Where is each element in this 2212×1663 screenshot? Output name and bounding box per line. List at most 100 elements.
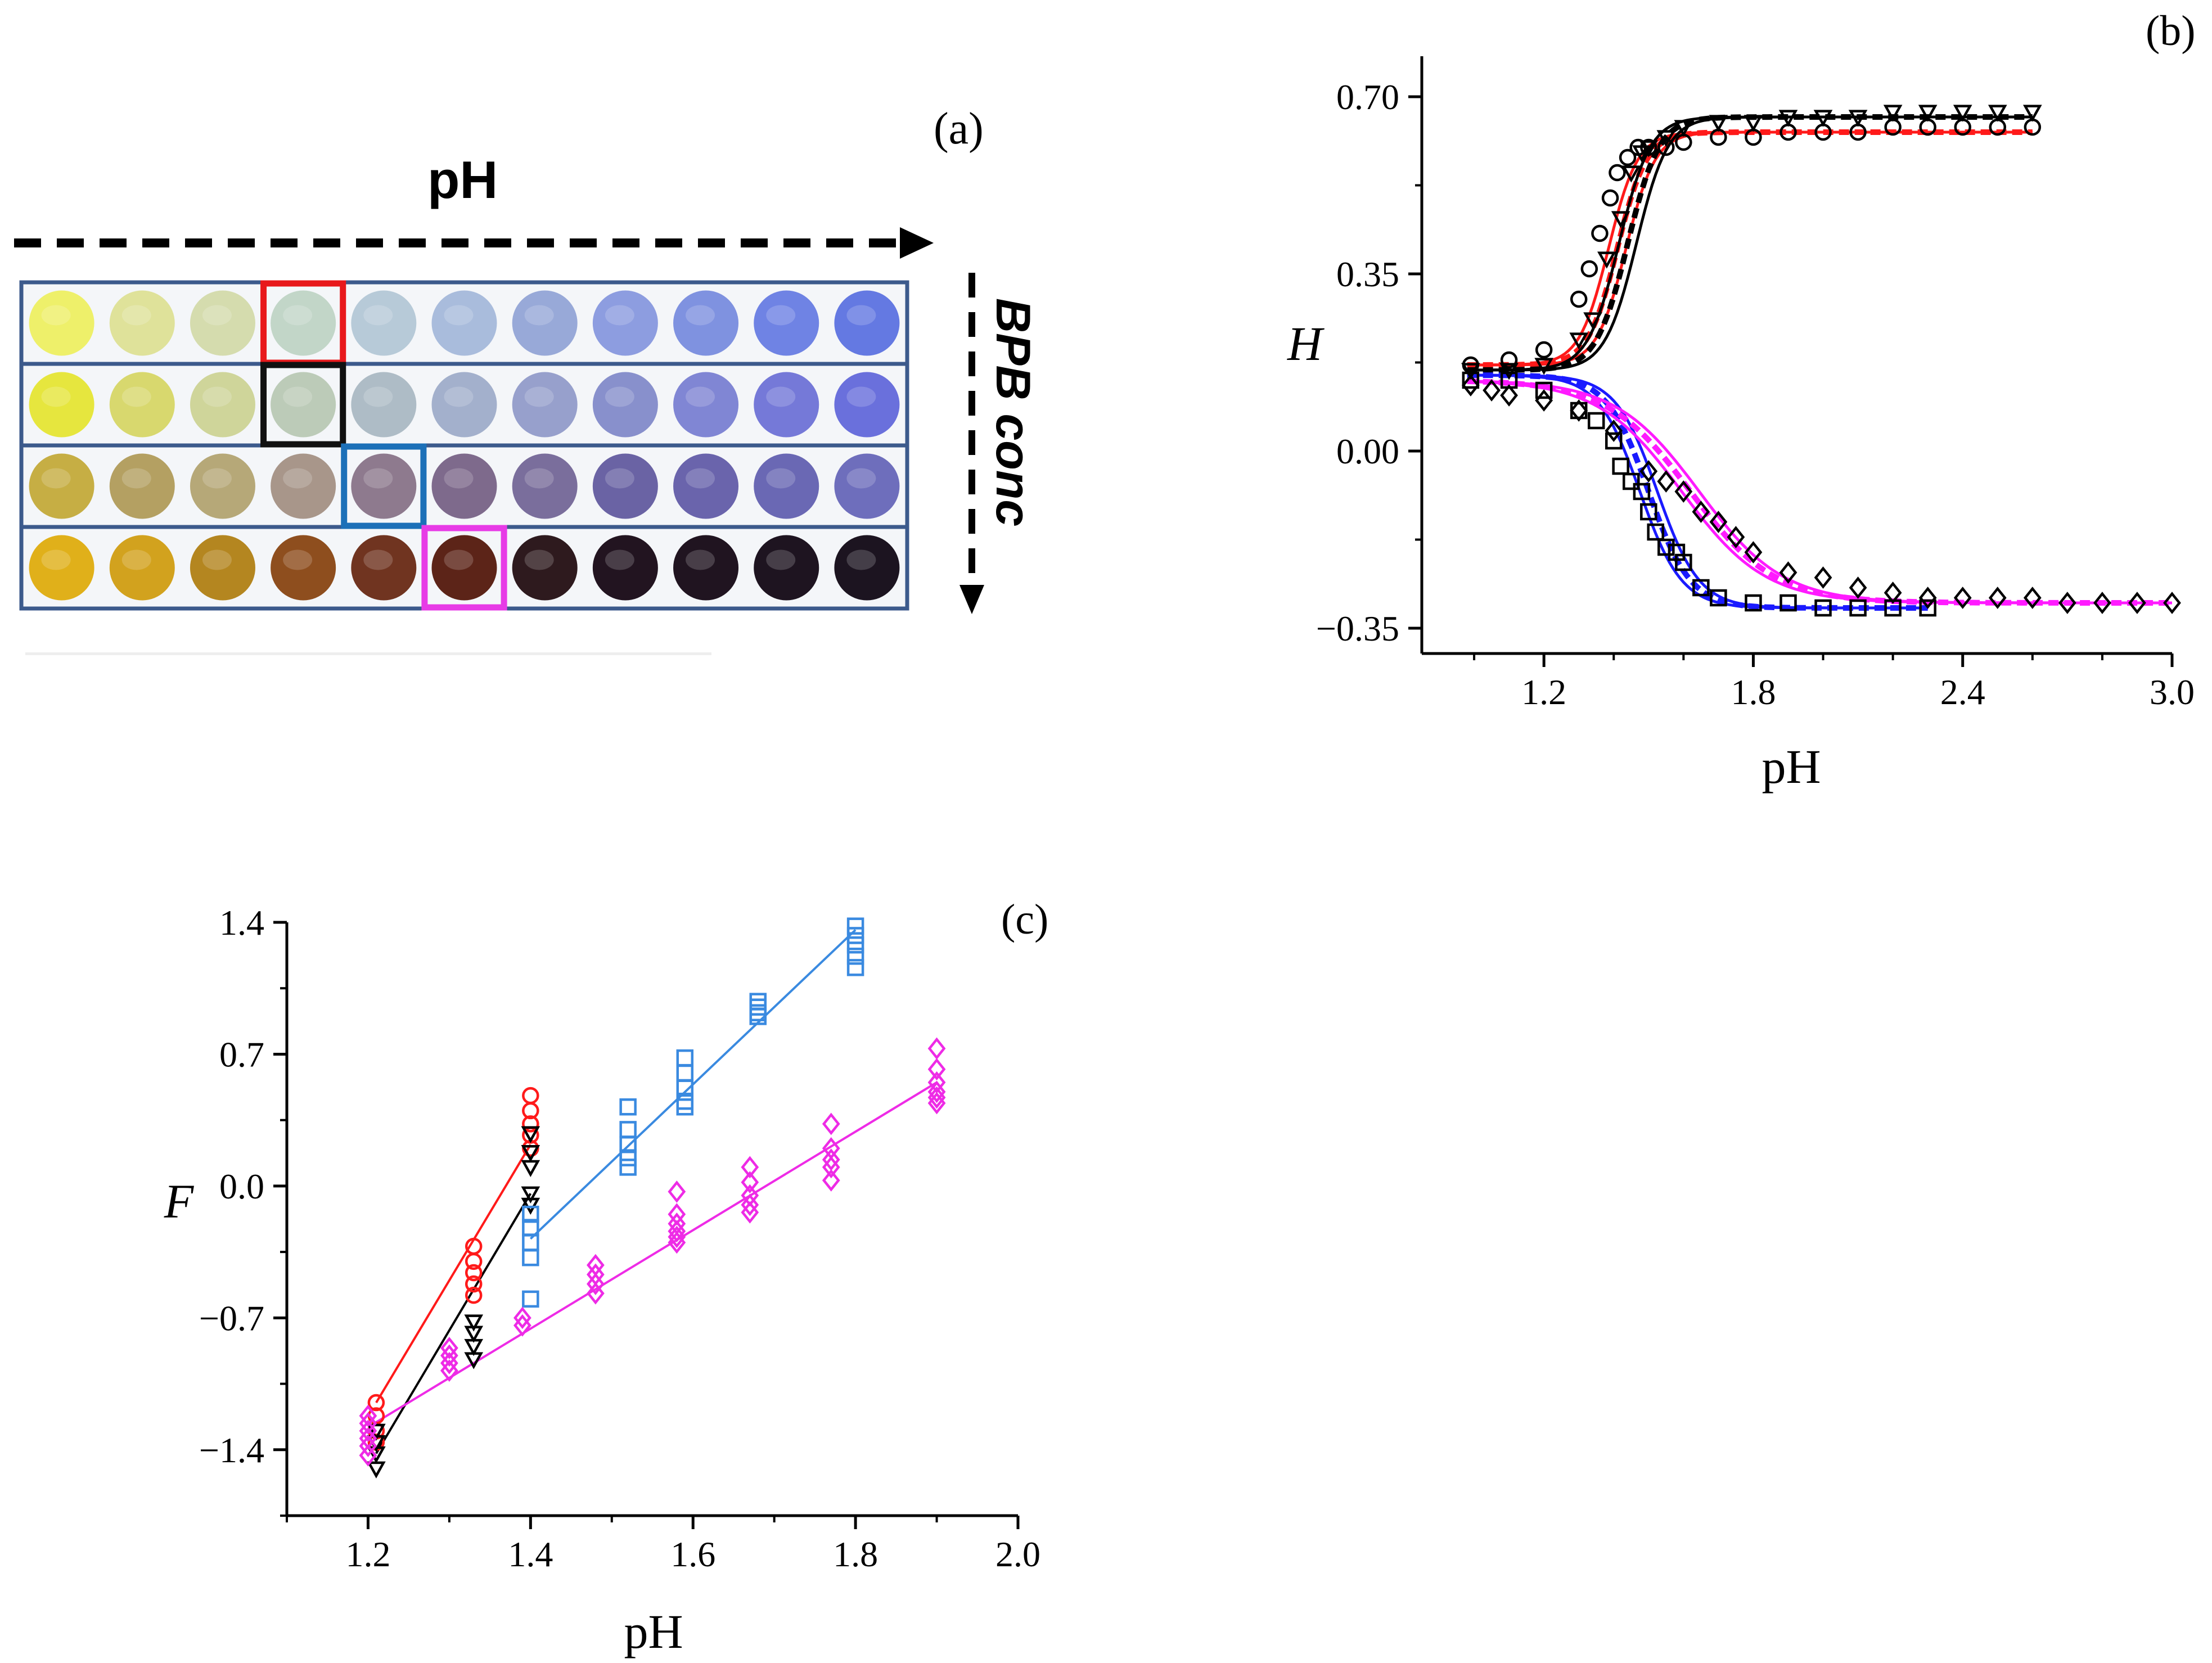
well-highlight (41, 386, 71, 407)
triangle-point (1569, 332, 1589, 350)
well-highlight (524, 386, 554, 407)
diamond-point (2023, 587, 2042, 609)
square-point (1633, 483, 1651, 501)
y-tick-label: 0.0 (219, 1166, 264, 1206)
diamond-point (359, 1404, 377, 1427)
square-point (1462, 371, 1480, 389)
square-point (846, 936, 864, 954)
well (190, 290, 255, 356)
well-highlight (121, 386, 151, 407)
circle-point (465, 1275, 483, 1293)
well-highlight (605, 386, 634, 407)
well-highlight (846, 386, 876, 407)
well-highlight (686, 386, 715, 407)
diamond-point (440, 1344, 458, 1367)
well-highlight (363, 305, 393, 326)
well (754, 453, 819, 519)
x-tick-label: 1.2 (1521, 672, 1566, 712)
fit-line-black (375, 1193, 532, 1454)
well (351, 290, 417, 356)
conc-arrow-head (959, 585, 984, 614)
diamond-point (741, 1171, 759, 1194)
circle-point (1535, 341, 1553, 359)
diamond-point (2163, 592, 2181, 614)
diamond-point (1727, 526, 1745, 548)
well-highlight (283, 305, 313, 326)
well-highlight (605, 549, 634, 570)
well-highlight (444, 468, 474, 489)
well (754, 290, 819, 356)
diamond-point (1461, 374, 1480, 396)
conc-arrow-label: BPB conc (986, 298, 1040, 526)
diamond-point (1918, 587, 1937, 609)
well (834, 290, 900, 356)
diamond-point (1779, 561, 1797, 584)
triangle-point (464, 1352, 484, 1369)
panel-c-chart: (c) 1.2 1.4 1.6 1.8 2.01.40.70.0−0.7−1.4 pH … (164, 896, 1049, 1659)
triangle-point (1918, 105, 1938, 122)
well (271, 372, 336, 438)
panel-b-xlabel: pH (1762, 740, 1821, 794)
panel-a: (a) pH BPB conc (14, 104, 1040, 655)
triangle-point (1953, 105, 1972, 122)
diamond-point (359, 1419, 377, 1443)
diamond-point (1605, 420, 1623, 442)
square-point (1849, 599, 1867, 617)
square-point (1657, 538, 1675, 556)
diamond-point (741, 1201, 759, 1224)
well (351, 453, 417, 519)
circle-point (465, 1252, 483, 1270)
circle-point (1601, 189, 1619, 207)
triangle-point (1848, 110, 1868, 127)
square-point (749, 1008, 767, 1025)
square-point (619, 1121, 637, 1138)
well-highlight (202, 305, 232, 326)
panel-a-label: (a) (934, 104, 984, 154)
square-point (1647, 523, 1664, 541)
circle-point (1609, 164, 1626, 182)
diamond-point (359, 1412, 377, 1435)
diamond-point (2058, 592, 2076, 614)
triangle-point (521, 1144, 540, 1162)
triangle-point (521, 1160, 540, 1178)
fit-curve-blue (1467, 372, 1928, 611)
diamond-point (587, 1273, 605, 1295)
well-highlight (686, 468, 715, 489)
triangle-point (1778, 110, 1798, 127)
y-tick-label: 1.4 (219, 903, 264, 943)
triangle-point (1583, 312, 1602, 330)
diamond-point (1884, 582, 1902, 604)
well (109, 535, 175, 601)
circle-point (1500, 351, 1518, 369)
triangle-point (464, 1326, 484, 1343)
y-tick-label: 0.35 (1336, 254, 1399, 294)
diamond-point (1570, 399, 1588, 422)
diamond-point (1692, 501, 1710, 523)
diamond-point (927, 1058, 946, 1081)
well (29, 535, 94, 601)
square-point (1640, 503, 1657, 521)
circle-point (1580, 260, 1598, 278)
square-point (1612, 457, 1629, 475)
fit-curve-black (1467, 115, 2033, 372)
square-point (846, 917, 864, 935)
diamond-point (440, 1359, 458, 1382)
well-highlight (686, 549, 715, 570)
fit-curve-red (1467, 129, 2033, 368)
panel-c-axes: 1.2 1.4 1.6 1.8 2.0 1.4 0.7 0.0 −0.7 −1.4 (199, 903, 1040, 1574)
well-highlight (686, 305, 715, 326)
diamond-point (1849, 576, 1867, 599)
diamond-point (1483, 379, 1501, 402)
diamond-point (668, 1220, 686, 1243)
x-tick-label: 1.8 (833, 1534, 878, 1574)
diamond-point (1709, 511, 1728, 533)
triangle-point (1674, 120, 1693, 137)
diamond-point (2128, 592, 2146, 614)
well (431, 290, 497, 356)
well (754, 535, 819, 601)
x-tick-label: 1.2 (345, 1534, 390, 1574)
well-plate (19, 280, 909, 611)
well (431, 535, 497, 601)
square-point (1692, 579, 1710, 597)
well-highlight (121, 468, 151, 489)
